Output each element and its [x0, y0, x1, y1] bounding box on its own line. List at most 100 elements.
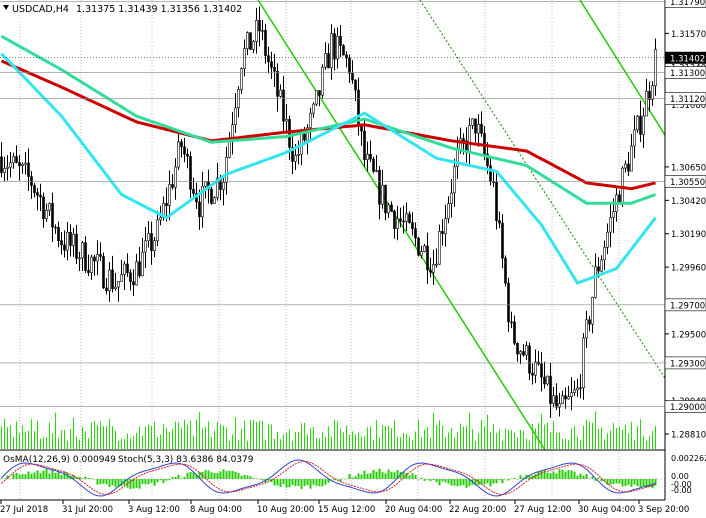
candle [432, 249, 435, 285]
osma-bar [9, 478, 12, 480]
osma-bar [276, 479, 279, 486]
candle [555, 383, 558, 411]
candle [312, 102, 315, 119]
osma-bar [624, 479, 627, 486]
osma-bar [627, 479, 630, 486]
candle-body [210, 188, 213, 204]
osma-bar [171, 477, 174, 479]
candle [18, 155, 21, 181]
osma-histogram [0, 468, 665, 489]
time-tick-label: 8 Aug 04:00 [190, 505, 242, 515]
candle [639, 100, 642, 143]
candle [609, 203, 612, 248]
candle-body [399, 218, 402, 222]
osma-bar [63, 471, 66, 479]
candle [156, 210, 159, 247]
candle [576, 378, 579, 397]
candle [642, 107, 645, 148]
trend-line [257, 0, 546, 451]
candle [84, 236, 87, 273]
candle-body [561, 395, 564, 405]
osma-bar [78, 476, 81, 479]
osma-bar [630, 479, 633, 487]
osma-bar [297, 479, 300, 486]
stoch-signal-line [1, 460, 656, 496]
candle [438, 224, 441, 265]
candle [66, 222, 69, 261]
osma-bar [222, 469, 225, 479]
osma-bar [165, 479, 168, 481]
candle-body [489, 165, 492, 182]
osma-bar [414, 474, 417, 479]
candle [63, 230, 66, 258]
candle [342, 43, 345, 56]
candle-body [630, 145, 633, 172]
candle-body [294, 155, 297, 162]
osma-bar [294, 479, 297, 486]
osma-bar [633, 479, 636, 485]
time-tick-label: 30 Aug 04:00 [578, 505, 635, 515]
candle [546, 375, 549, 386]
candle [90, 254, 93, 280]
candle-body [6, 166, 9, 169]
osma-bar [87, 478, 90, 479]
candle-body [102, 256, 105, 289]
candle [135, 253, 138, 286]
osma-bar [531, 475, 534, 479]
candle [354, 79, 357, 102]
candle [528, 342, 531, 381]
osma-bar [612, 479, 615, 484]
candle [366, 141, 369, 172]
candle [201, 171, 204, 228]
osma-bar [522, 477, 525, 479]
candle-body [258, 20, 261, 32]
osma-bar [159, 479, 162, 481]
candle [543, 361, 546, 389]
osma-bar [30, 473, 33, 479]
candle-body [186, 153, 189, 157]
osma-bar [561, 469, 564, 479]
candle [558, 392, 561, 417]
candle-body [471, 118, 474, 126]
candle [261, 19, 264, 41]
candle-body [531, 372, 534, 376]
osma-bar [621, 479, 624, 487]
candle-body [453, 166, 456, 194]
candle-body [510, 321, 513, 324]
candle [174, 158, 177, 200]
candle [24, 152, 27, 175]
candle [402, 205, 405, 234]
candle-body [96, 254, 99, 262]
osma-bar [477, 479, 480, 486]
candle-body [282, 89, 285, 122]
candle-body [30, 176, 33, 186]
candle [525, 341, 528, 360]
time-tick-label: 15 Aug 12:00 [318, 505, 375, 515]
level-tag-label: 1.31300 [670, 69, 705, 79]
dropdown-arrow-icon[interactable] [3, 5, 9, 10]
osma-bar [507, 479, 510, 481]
candle [51, 192, 54, 242]
osma-bar [24, 474, 27, 479]
osma-bar [333, 479, 336, 481]
candle [405, 202, 408, 232]
candle [351, 60, 354, 84]
osma-bar [426, 479, 429, 480]
candle-body [573, 389, 576, 393]
candle [315, 90, 318, 107]
osma-bar [576, 475, 579, 479]
candle [423, 243, 426, 253]
candle-body [477, 124, 480, 134]
osma-bar [357, 473, 360, 479]
candle [501, 213, 504, 269]
candle-body [192, 189, 195, 194]
candle-body [432, 264, 435, 273]
trend-line [419, 0, 666, 379]
candle [3, 156, 6, 182]
osma-bar [18, 474, 21, 479]
osma-bar [258, 479, 261, 480]
osma-bar [654, 479, 657, 486]
moving-averages [0, 34, 657, 285]
candle [108, 262, 111, 302]
